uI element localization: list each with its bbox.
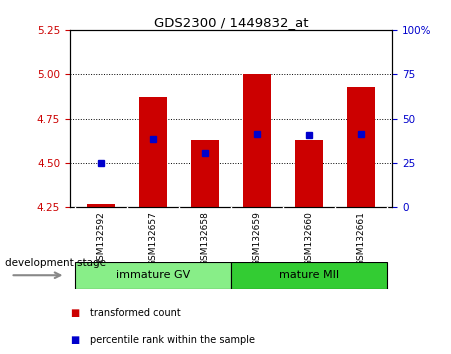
Text: GSM132661: GSM132661	[357, 211, 366, 266]
Title: GDS2300 / 1449832_at: GDS2300 / 1449832_at	[154, 16, 308, 29]
Text: transformed count: transformed count	[90, 308, 181, 318]
Bar	[243, 74, 272, 207]
Text: GSM132659: GSM132659	[253, 211, 262, 266]
Bar	[295, 140, 323, 207]
Bar	[347, 87, 376, 207]
Text: percentile rank within the sample: percentile rank within the sample	[90, 335, 255, 345]
Text: GSM132657: GSM132657	[149, 211, 157, 266]
Text: development stage: development stage	[5, 258, 106, 268]
Bar	[231, 262, 387, 289]
Text: ■: ■	[70, 308, 79, 318]
Text: GSM132660: GSM132660	[305, 211, 313, 266]
Text: mature MII: mature MII	[279, 270, 339, 280]
Bar	[191, 140, 220, 207]
Bar	[87, 204, 115, 207]
Text: immature GV: immature GV	[116, 270, 190, 280]
Text: GSM132658: GSM132658	[201, 211, 210, 266]
Text: GSM132592: GSM132592	[97, 211, 106, 266]
Bar	[139, 97, 167, 207]
Text: ■: ■	[70, 335, 79, 345]
Bar	[75, 262, 231, 289]
